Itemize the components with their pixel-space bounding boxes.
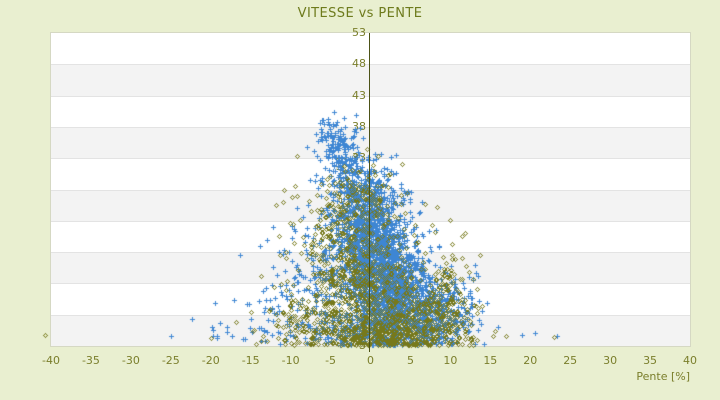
- x-tick-label: -30: [121, 354, 140, 367]
- y-tick-label: 3: [359, 339, 366, 352]
- x-tick-label: 5: [406, 354, 414, 367]
- grid-band: [51, 126, 690, 159]
- y-tick-label: 23: [352, 213, 366, 227]
- grid-band: [51, 33, 690, 65]
- y-tick-label: 18: [352, 245, 366, 259]
- x-tick-label: -20: [201, 354, 220, 367]
- y-tick-label: 28: [352, 182, 366, 196]
- x-tick-label: 15: [483, 354, 498, 367]
- grid-band: [51, 95, 690, 127]
- grid-band: [51, 64, 690, 96]
- chart-title: VITESSE vs PENTE: [297, 6, 423, 21]
- x-tick-label: 10: [443, 354, 458, 367]
- y-tick-label: 8: [359, 307, 366, 321]
- x-tick-label: -25: [161, 354, 180, 367]
- x-tick-label: -15: [241, 354, 260, 367]
- y-tick-label: 33: [352, 151, 366, 165]
- x-tick-label: 25: [563, 354, 578, 367]
- y-axis-line: [369, 33, 370, 352]
- x-tick-label: 30: [603, 354, 618, 367]
- x-tick-label: -35: [81, 354, 100, 367]
- grid-band: [51, 283, 690, 315]
- grid-band: [51, 189, 690, 221]
- x-tick-label: 20: [523, 354, 538, 367]
- x-tick-label: -5: [325, 354, 337, 367]
- y-tick-label: 13: [352, 276, 366, 290]
- plot-area: [50, 32, 691, 347]
- y-tick-label: 53: [352, 26, 366, 39]
- x-axis-title: Pente [%]: [636, 370, 690, 383]
- y-tick-label: 48: [352, 57, 366, 71]
- x-tick-label: 40: [683, 354, 697, 367]
- grid-band: [51, 158, 690, 190]
- x-tick-label: -40: [42, 354, 60, 367]
- grid-band: [51, 314, 690, 346]
- x-tick-label: 0: [367, 354, 374, 367]
- y-axis-title: Vitesse [km/h]: [334, 157, 348, 237]
- x-tick-label: -10: [281, 354, 300, 367]
- y-tick-label: 38: [352, 119, 366, 133]
- y-tick-label: 43: [352, 88, 366, 102]
- grid-band: [51, 220, 690, 253]
- x-tick-label: 35: [643, 354, 658, 367]
- grid-band: [51, 252, 690, 284]
